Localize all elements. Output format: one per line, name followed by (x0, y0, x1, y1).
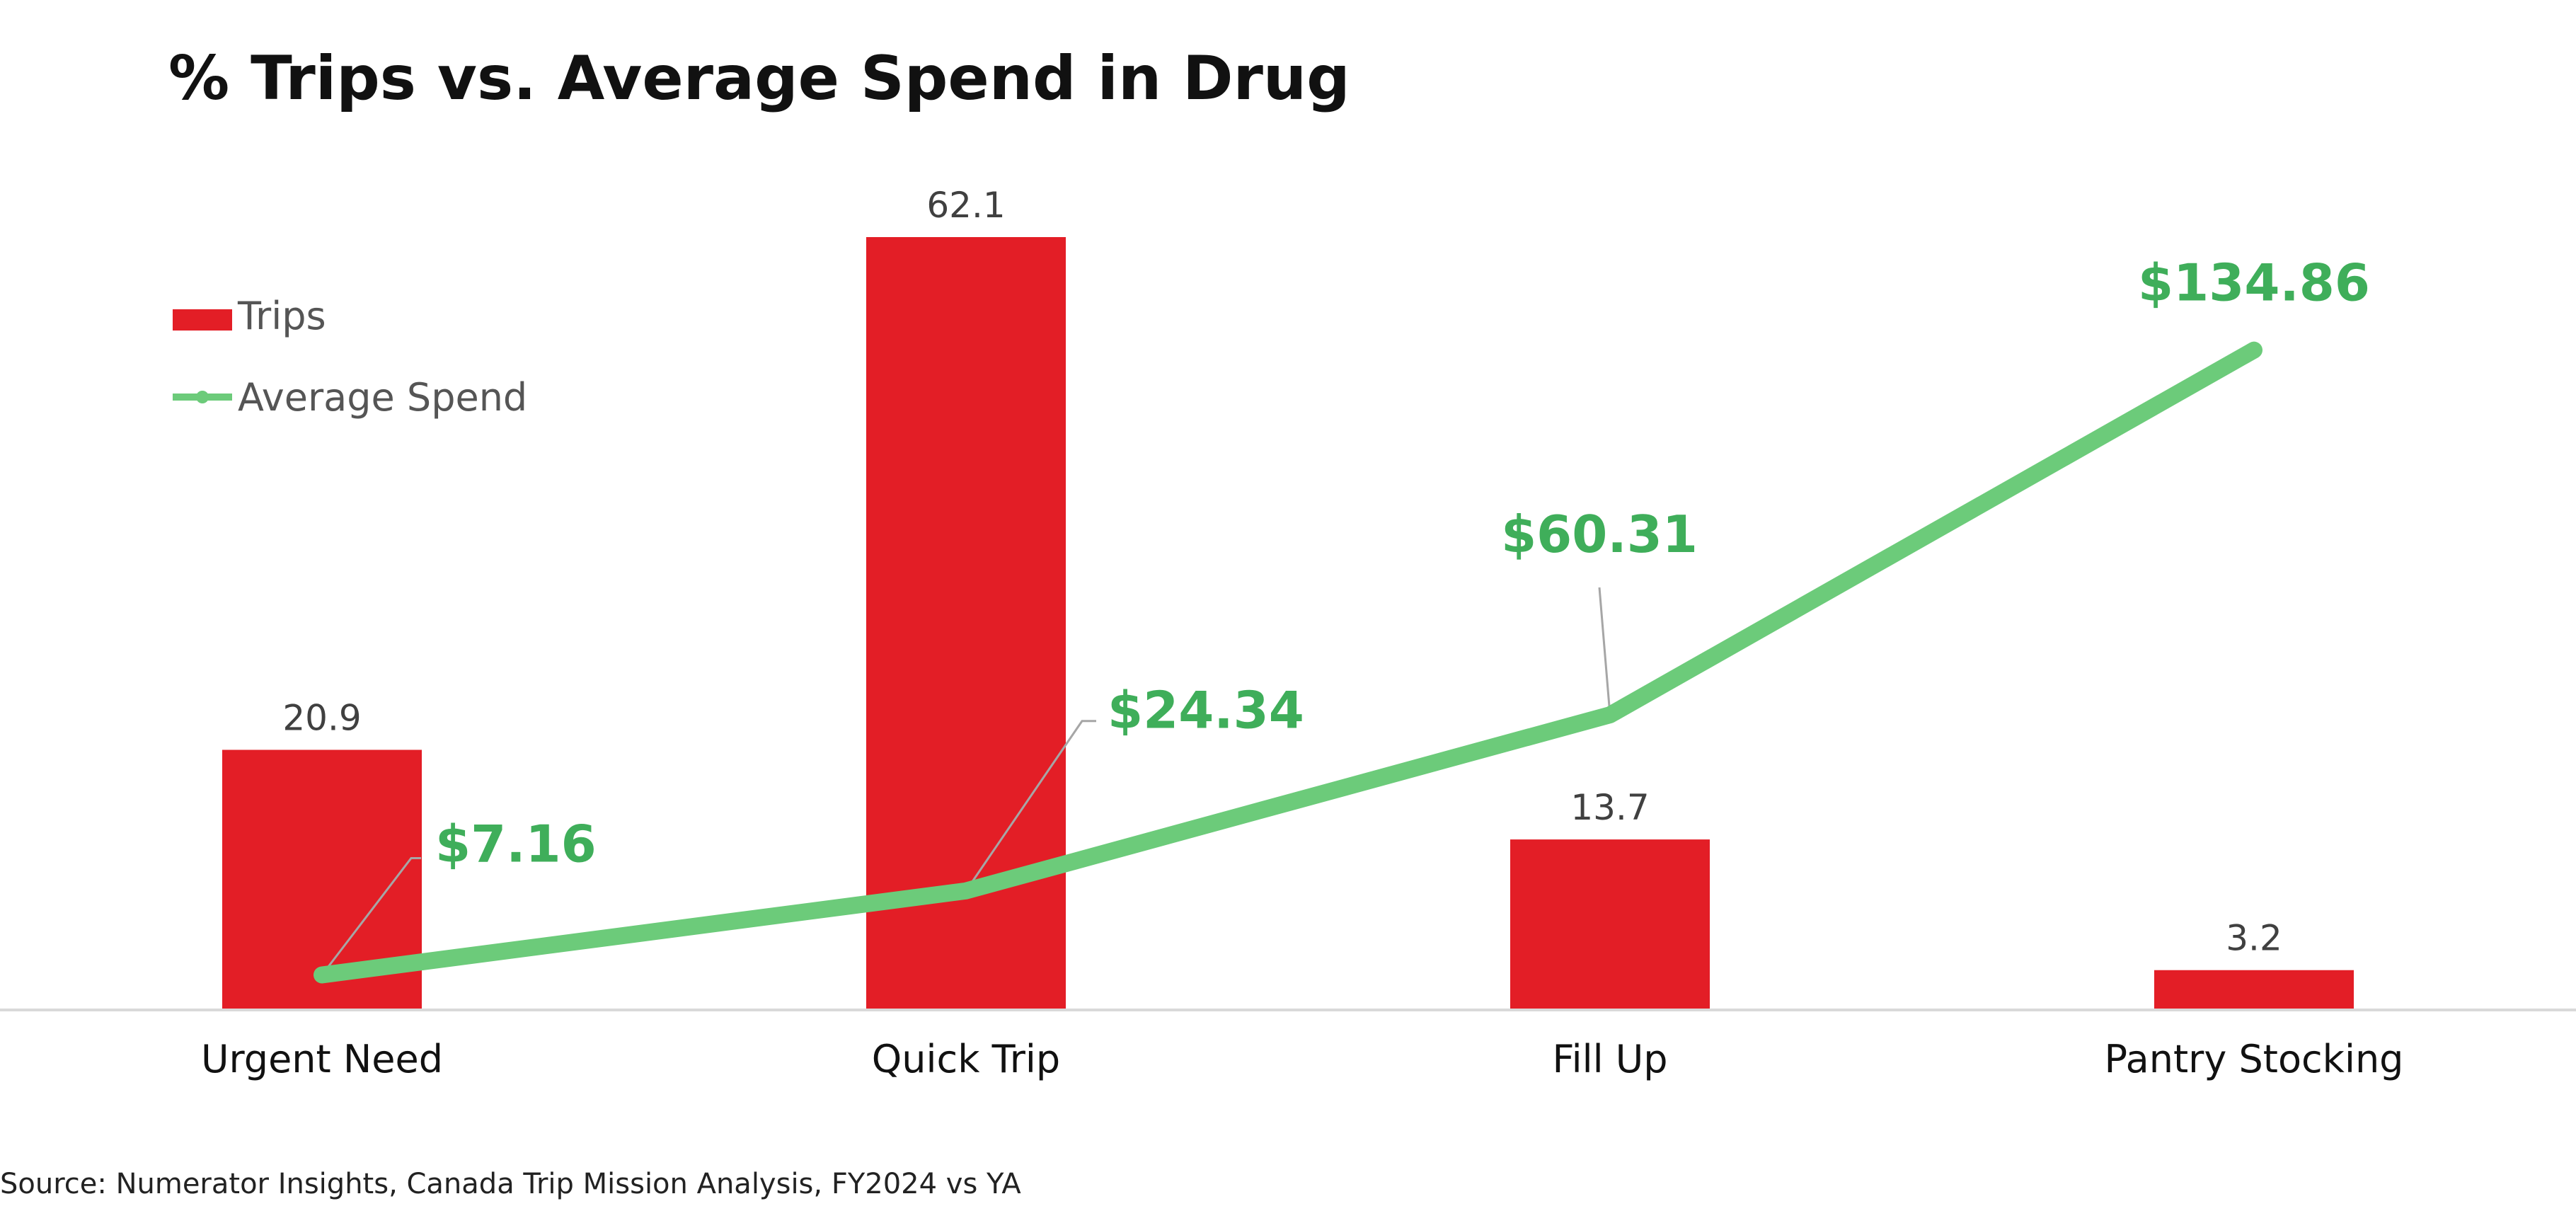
legend-label-average-spend: Average Spend (238, 375, 527, 420)
legend-label-trips: Trips (237, 294, 326, 338)
average-spend-line (314, 341, 2262, 984)
average-spend-label-pantry-stocking: $134.86 (2138, 253, 2370, 313)
x-tick-label-quick-trip: Quick Trip (872, 1037, 1060, 1081)
bars-group (222, 237, 2354, 1010)
legend-marker-average-spend (196, 391, 209, 403)
leader-line-quick-trip (965, 720, 1096, 892)
bar-value-label-quick-trip: 62.1 (926, 185, 1005, 226)
bar-value-label-fill-up: 13.7 (1570, 787, 1649, 828)
leader-lines-group (321, 587, 1611, 976)
bar-pantry-stocking (2154, 970, 2354, 1010)
chart-title: % Trips vs. Average Spend in Drug (168, 43, 1350, 114)
x-tick-label-urgent-need: Urgent Need (201, 1037, 443, 1081)
x-tick-label-fill-up: Fill Up (1552, 1037, 1667, 1081)
line-group (314, 341, 2262, 984)
average-spend-label-urgent-need: $7.16 (435, 815, 597, 874)
source-note: Source: Numerator Insights, Canada Trip … (0, 1168, 1021, 1200)
leader-line-urgent-need (321, 857, 421, 976)
average-spend-point-urgent-need (318, 970, 326, 980)
bar-value-label-pantry-stocking: 3.2 (2226, 918, 2282, 959)
average-spend-label-quick-trip: $24.34 (1108, 681, 1304, 740)
average-spend-point-quick-trip (962, 886, 970, 895)
bar-fill-up (1510, 839, 1710, 1010)
average-spend-point-pantry-stocking (2250, 345, 2258, 355)
average-spend-label-fill-up: $60.31 (1501, 505, 1698, 564)
leader-line-fill-up (1598, 587, 1611, 716)
average-spend-point-fill-up (1606, 711, 1614, 720)
x-tick-label-pantry-stocking: Pantry Stocking (2105, 1037, 2404, 1081)
legend-swatch-trips (173, 309, 232, 331)
labels-group: 20.9 Urgent Need 62.1 Quick Trip 13.7 Fill Up… (201, 185, 2403, 1081)
legend: Trips Average Spend (173, 294, 527, 420)
bar-value-label-urgent-need: 20.9 (282, 697, 361, 738)
